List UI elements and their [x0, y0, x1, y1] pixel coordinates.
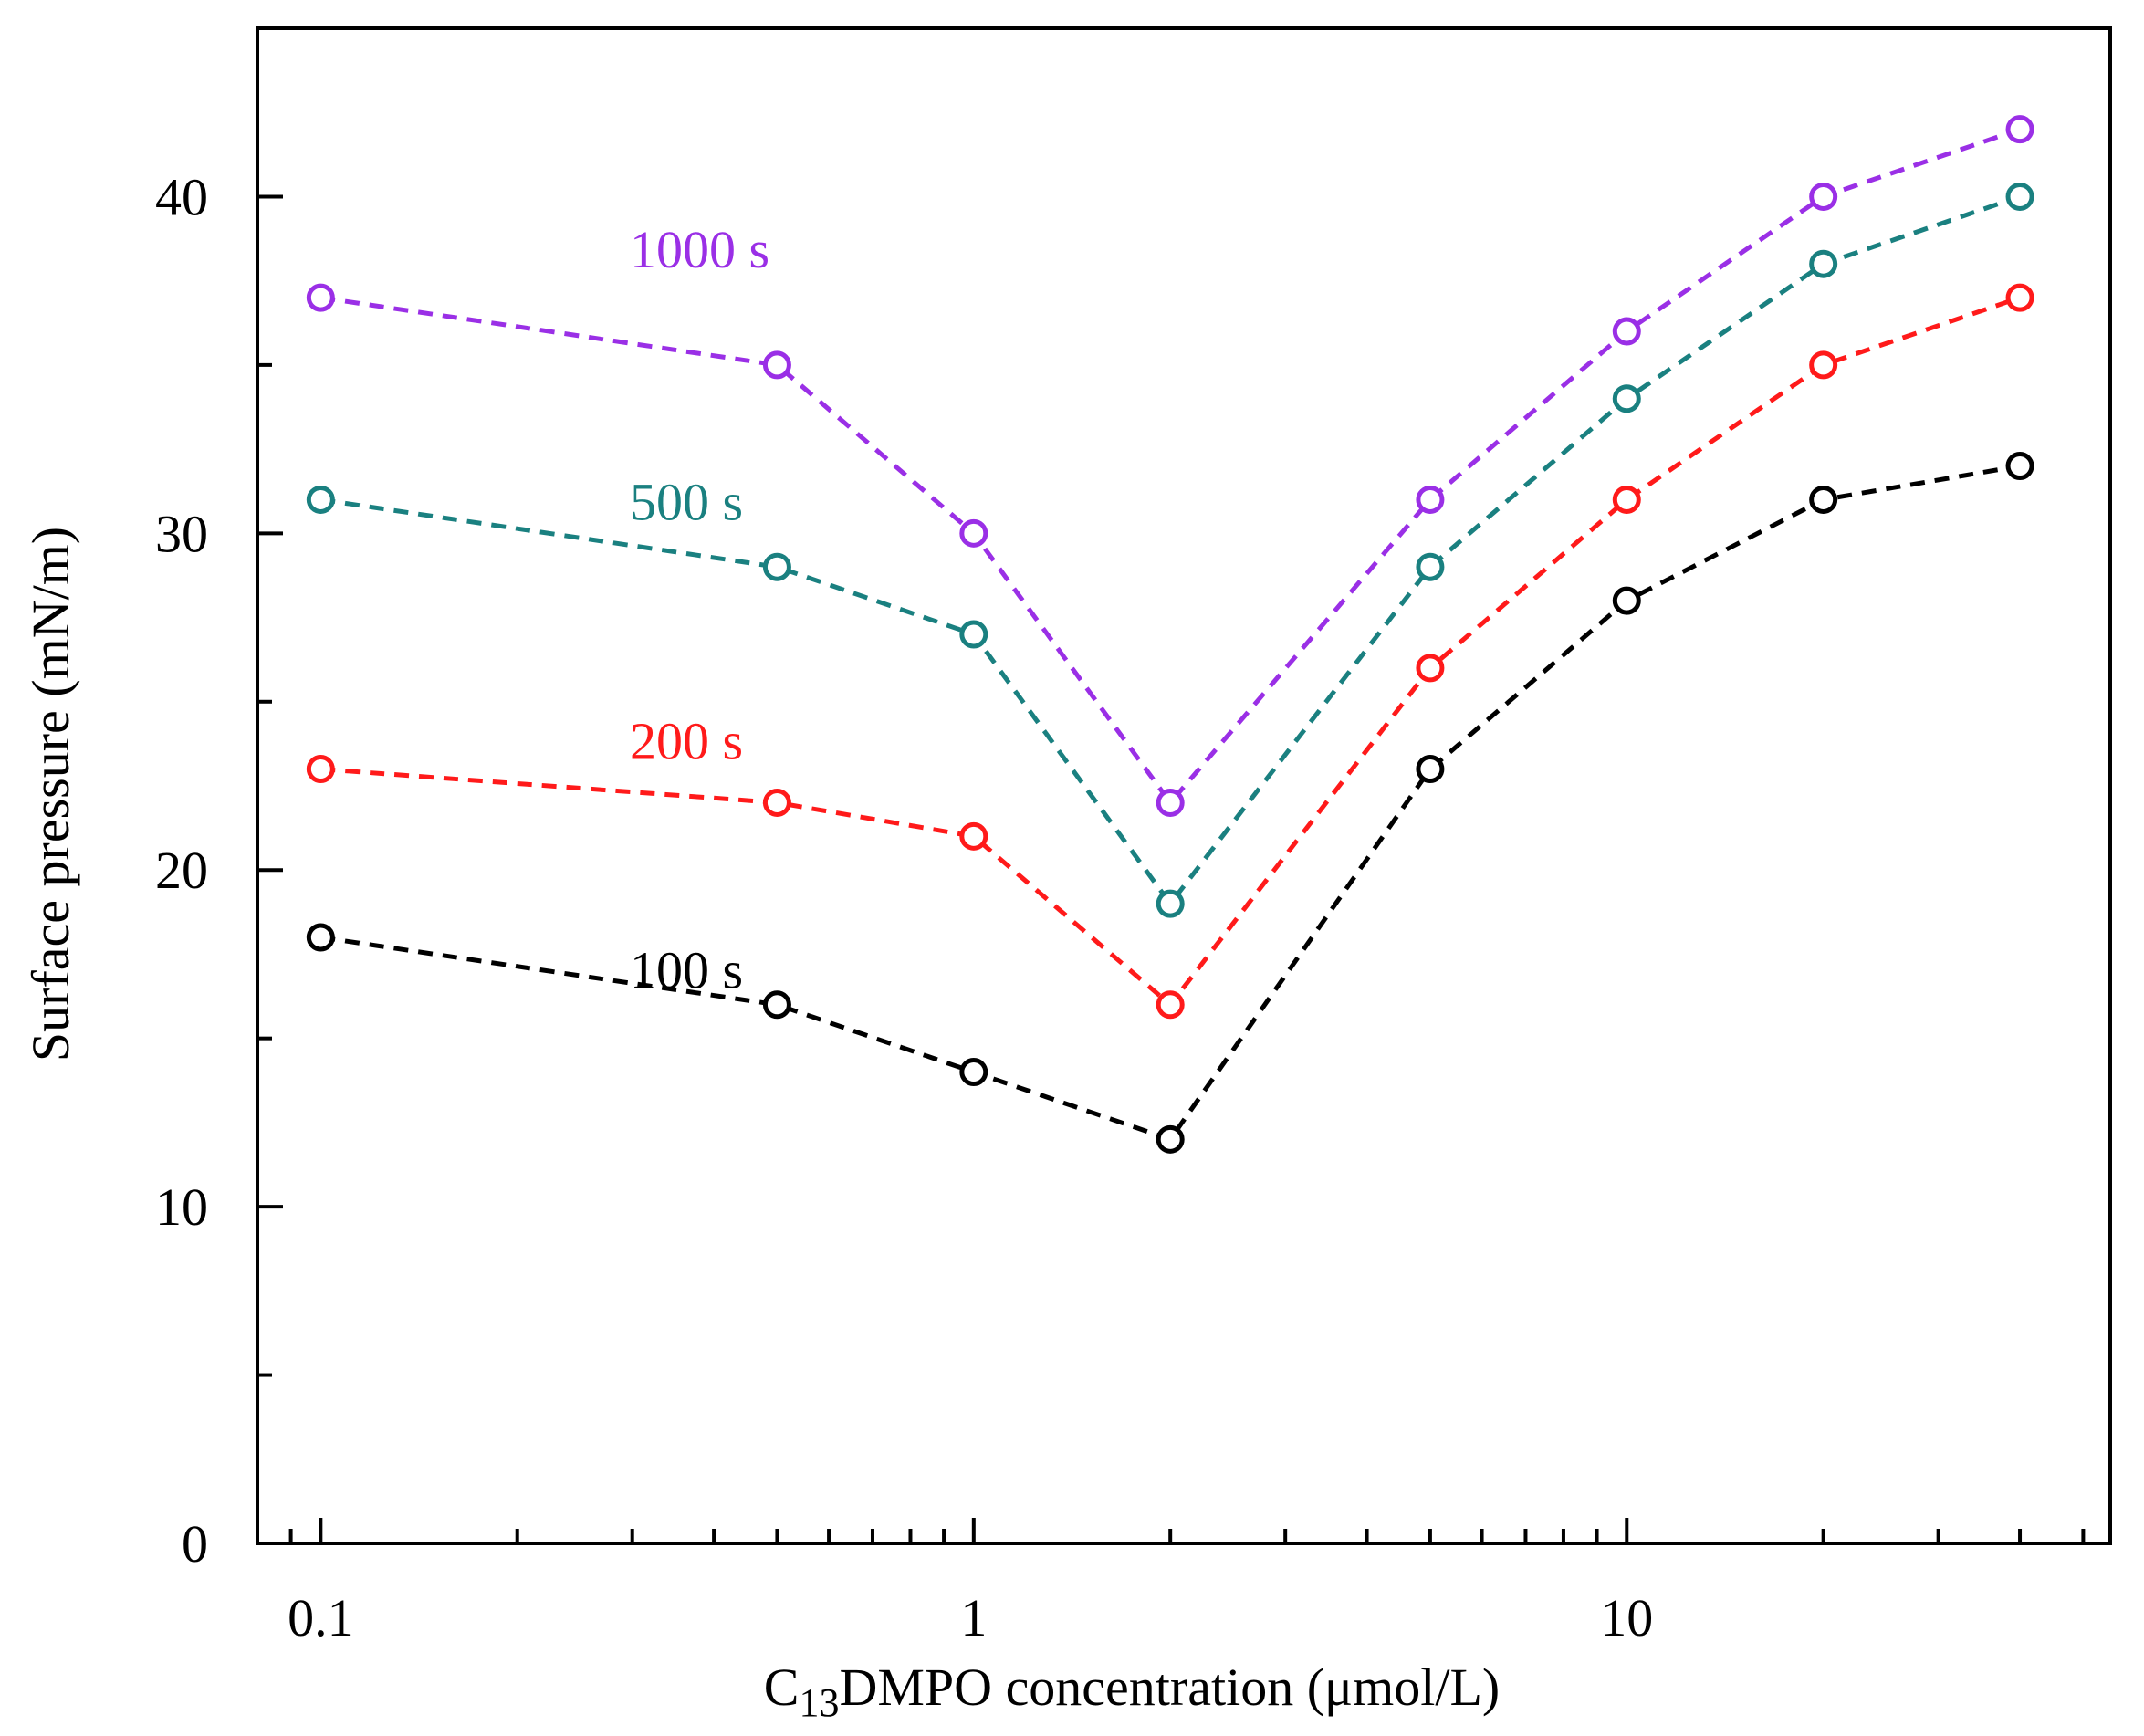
y-axis-ticks: 0 10 20 30 40 — [155, 26, 283, 1574]
data-point — [306, 755, 335, 784]
series-label: 200 s — [630, 711, 743, 770]
data-point — [762, 552, 791, 581]
data-point — [1156, 1124, 1185, 1154]
y-tick-label: 30 — [155, 504, 208, 563]
data-point — [762, 788, 791, 817]
y-tick-label: 0 — [182, 1514, 208, 1574]
series-layer — [306, 115, 2034, 1154]
data-point — [1156, 990, 1185, 1020]
x-axis-title-prefix: C — [764, 1658, 800, 1717]
data-point — [1612, 384, 1641, 413]
series — [306, 283, 2034, 1020]
data-point — [959, 821, 988, 851]
series — [306, 115, 2034, 817]
series — [306, 452, 2034, 1154]
data-point — [306, 923, 335, 952]
data-point — [959, 518, 988, 548]
data-point — [762, 990, 791, 1020]
series-label: 1000 s — [630, 220, 769, 279]
data-point — [2005, 182, 2034, 211]
data-point — [1612, 485, 1641, 514]
x-axis-title-subscript: 13 — [799, 1680, 839, 1725]
data-point — [1612, 586, 1641, 615]
data-point — [1809, 350, 1838, 380]
y-tick-label: 40 — [155, 167, 208, 226]
data-point — [1809, 485, 1838, 514]
data-point — [1612, 317, 1641, 346]
data-point — [2005, 115, 2034, 144]
y-tick-label: 20 — [155, 841, 208, 900]
x-axis-title: C13DMPO concentration (μmol/L) — [764, 1658, 1500, 1725]
x-tick-label: 10 — [1600, 1588, 1653, 1647]
data-point — [959, 620, 988, 649]
data-point — [762, 350, 791, 380]
y-axis-title: Surface pressure (mN/m) — [21, 527, 80, 1061]
y-tick-label: 10 — [155, 1177, 208, 1237]
data-point — [1156, 788, 1185, 817]
x-axis-title-suffix: DMPO concentration (μmol/L) — [839, 1658, 1500, 1717]
data-point — [306, 485, 335, 514]
series-labels: 100 s 200 s 500 s 1000 s — [630, 220, 769, 999]
data-point — [1416, 552, 1445, 581]
plot-frame — [256, 26, 2112, 1545]
x-axis-ticks: 0.1 1 10 — [256, 1518, 2086, 1647]
data-point — [306, 283, 335, 312]
series-line — [319, 127, 2021, 807]
series-line — [319, 194, 2021, 908]
data-point — [2005, 452, 2034, 481]
data-point — [1416, 654, 1445, 683]
series-label: 500 s — [630, 473, 743, 532]
data-point — [1156, 889, 1185, 918]
x-tick-label: 0.1 — [288, 1588, 354, 1647]
data-point — [959, 1058, 988, 1087]
data-point — [1416, 485, 1445, 514]
data-point — [1416, 755, 1445, 784]
data-point — [2005, 283, 2034, 312]
series-label: 100 s — [630, 940, 743, 999]
x-tick-label: 1 — [960, 1588, 987, 1647]
series-line — [319, 464, 2021, 1143]
series — [306, 182, 2034, 918]
data-point — [1809, 182, 1838, 211]
data-point — [1809, 249, 1838, 278]
